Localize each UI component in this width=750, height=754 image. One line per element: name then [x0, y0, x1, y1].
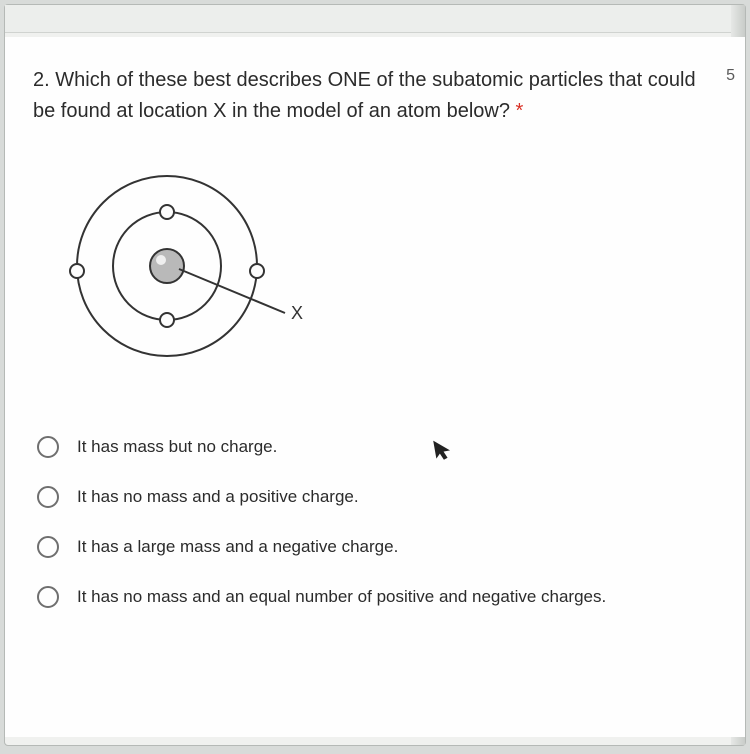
option-row[interactable]: It has a large mass and a negative charg…	[33, 522, 717, 572]
question-card: 2. Which of these best describes ONE of …	[5, 37, 745, 737]
options-group: It has mass but no charge. It has no mas…	[33, 422, 717, 622]
question-body: Which of these best describes ONE of the…	[33, 69, 696, 122]
radio-icon[interactable]	[37, 586, 59, 608]
radio-icon[interactable]	[37, 486, 59, 508]
electron-icon	[250, 264, 264, 278]
option-row[interactable]: It has no mass and an equal number of po…	[33, 572, 717, 622]
question-text: 2. Which of these best describes ONE of …	[33, 65, 710, 127]
electron-icon	[160, 205, 174, 219]
option-label: It has a large mass and a negative charg…	[77, 537, 398, 557]
option-label: It has mass but no charge.	[77, 437, 277, 457]
option-row[interactable]: It has mass but no charge.	[33, 422, 717, 472]
required-marker: *	[516, 100, 524, 122]
option-label: It has no mass and a positive charge.	[77, 487, 359, 507]
nucleus	[150, 249, 184, 283]
x-label: X	[291, 303, 303, 323]
radio-icon[interactable]	[37, 536, 59, 558]
option-label: It has no mass and an equal number of po…	[77, 587, 606, 607]
option-row[interactable]: It has no mass and a positive charge.	[33, 472, 717, 522]
atom-diagram: X	[57, 161, 317, 381]
points-label: 5	[726, 65, 735, 85]
electron-icon	[160, 313, 174, 327]
electron-icon	[70, 264, 84, 278]
nucleus-highlight	[156, 255, 166, 265]
question-row: 2. Which of these best describes ONE of …	[33, 65, 717, 127]
top-bar	[5, 5, 745, 33]
question-number: 2.	[33, 69, 55, 91]
window-frame: 2. Which of these best describes ONE of …	[4, 4, 746, 746]
radio-icon[interactable]	[37, 436, 59, 458]
pointer-line	[179, 269, 285, 313]
